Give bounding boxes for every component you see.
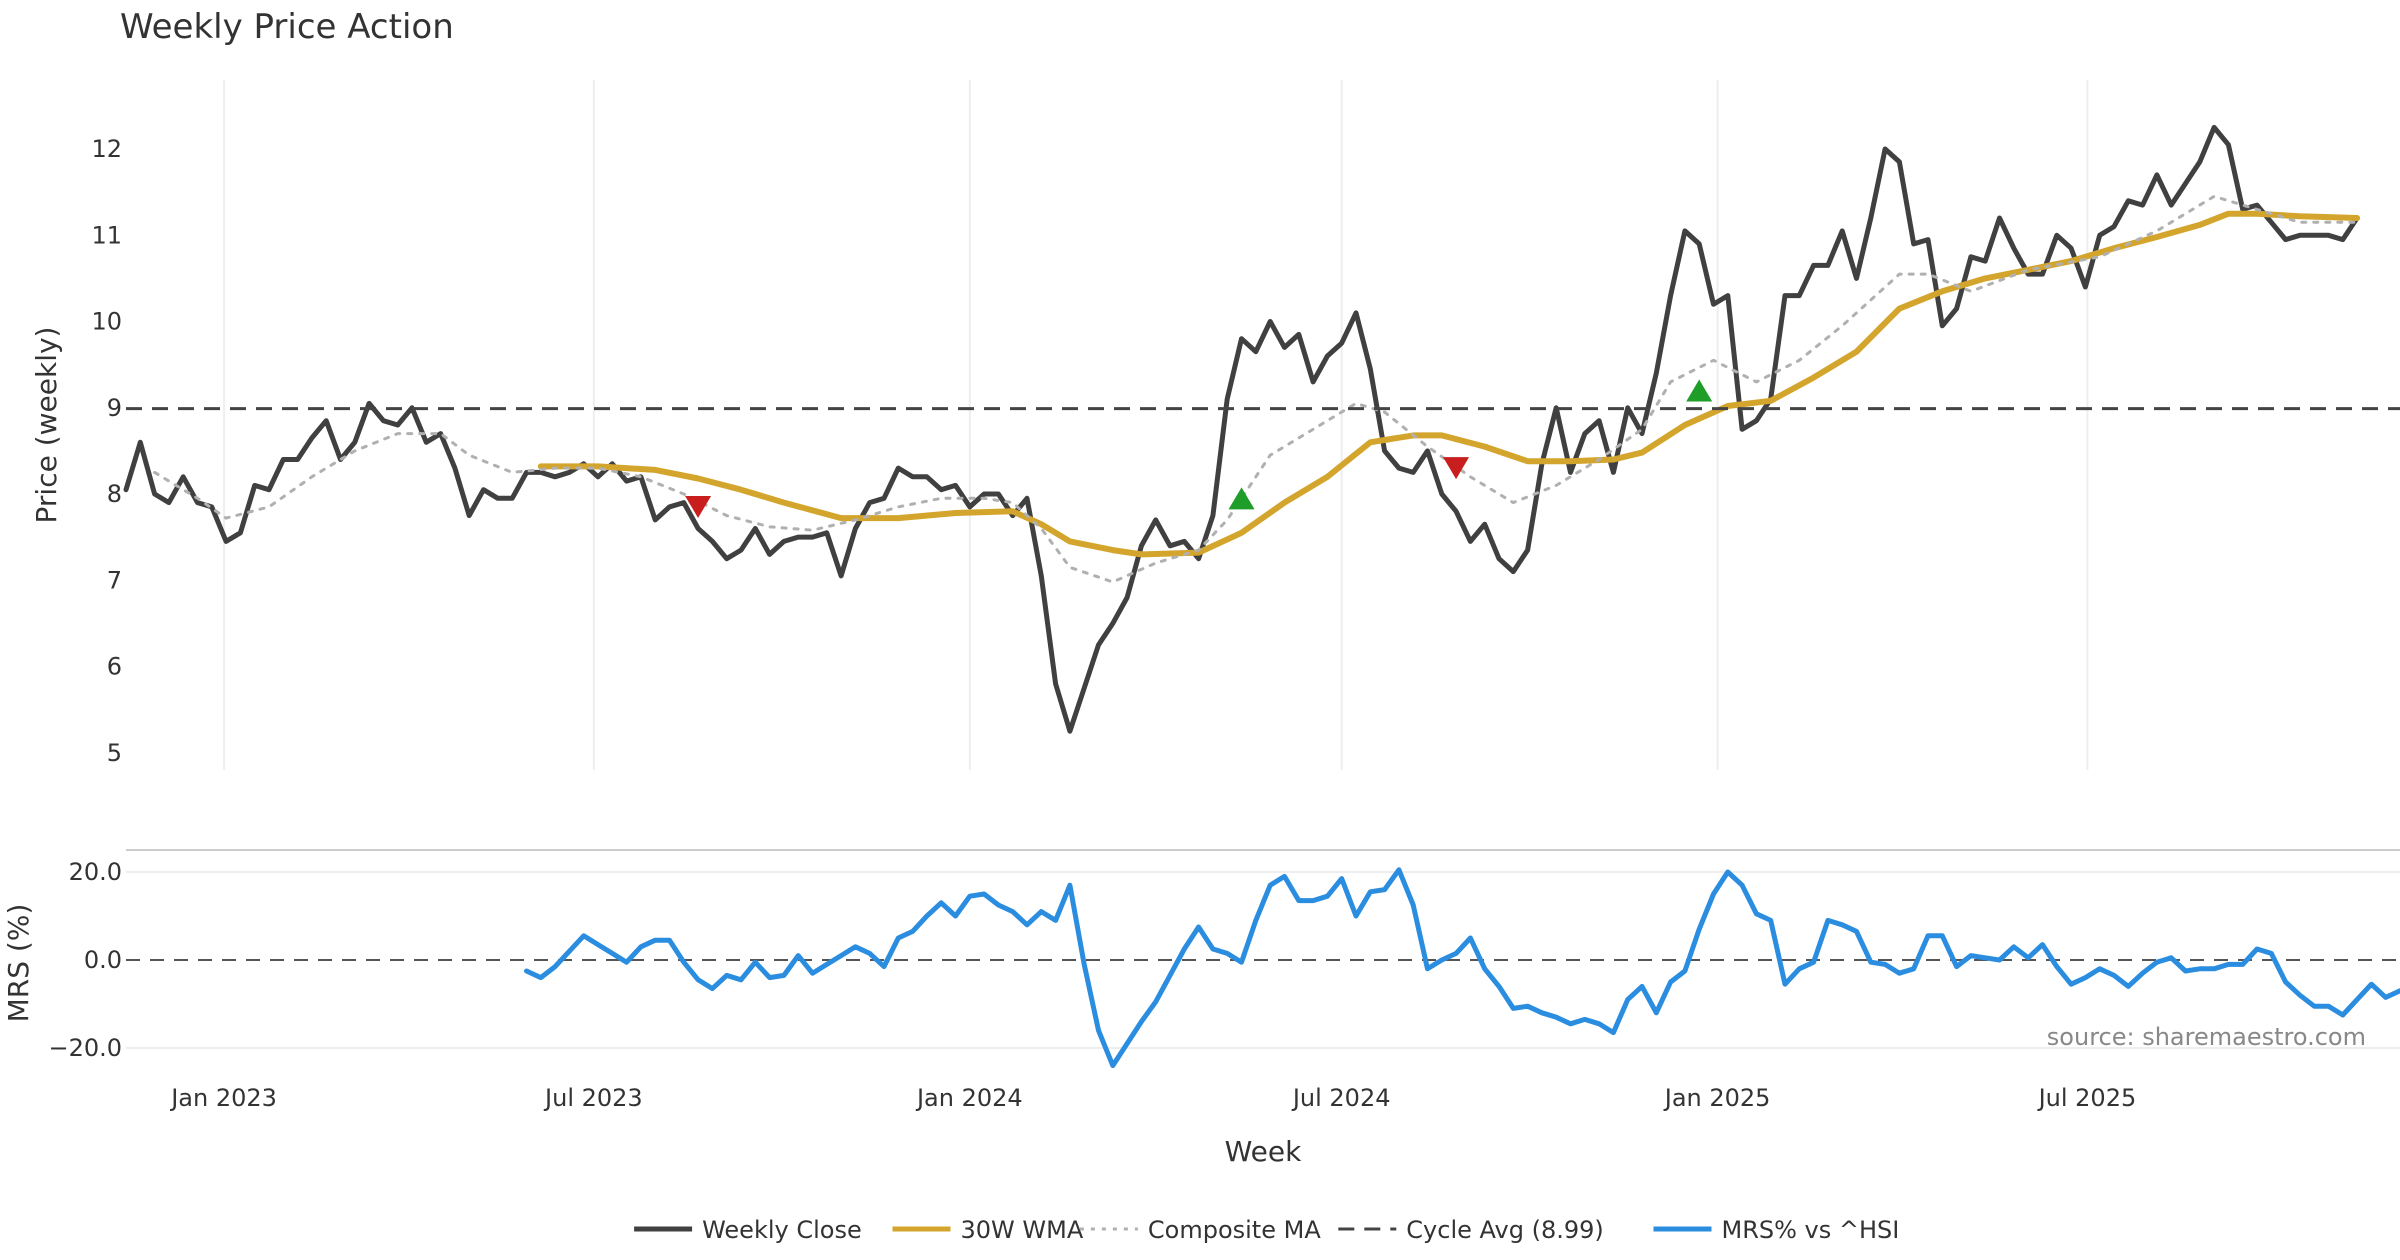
mrs-y-ticks: 20.0 0.0 −20.0	[48, 858, 122, 1062]
price-grid	[223, 80, 2089, 770]
sell-signal-marker	[685, 495, 712, 518]
mrs-line	[524, 867, 2400, 1069]
x-ticks: Jan 2023 Jul 2023 Jan 2024 Jul 2024 Jan 2025…	[169, 1084, 2136, 1112]
buy-signal-marker	[1686, 379, 1713, 402]
price-y-axis-label: Price (weekly)	[30, 327, 63, 524]
x-tick-label: Jul 2024	[1291, 1084, 1391, 1112]
mrs-y-tick-label: −20.0	[48, 1034, 122, 1062]
x-tick-label: Jan 2025	[1663, 1084, 1771, 1112]
legend-label: MRS% vs ^HSI	[1722, 1216, 1900, 1244]
legend-item-weekly-close: Weekly Close	[634, 1216, 862, 1244]
legend-label: Cycle Avg (8.99)	[1406, 1216, 1603, 1244]
legend-item-mrs-vs-hsi: MRS% vs ^HSI	[1653, 1216, 1900, 1244]
mrs-grid	[126, 871, 2400, 1049]
price-y-tick-label: 6	[107, 653, 122, 681]
price-y-tick-label: 12	[91, 135, 122, 163]
buy-signal-marker	[1228, 487, 1255, 510]
legend-item-30w-wma: 30W WMA	[892, 1216, 1084, 1244]
price-y-tick-label: 9	[107, 394, 122, 422]
price-y-tick-label: 7	[107, 566, 122, 594]
sell-signal-marker	[1443, 457, 1470, 480]
x-tick-label: Jul 2023	[543, 1084, 643, 1112]
price-y-tick-label: 11	[91, 221, 122, 249]
legend-label: Weekly Close	[702, 1216, 862, 1244]
composite-ma-line	[153, 194, 2359, 584]
price-y-tick-label: 8	[107, 480, 122, 508]
mrs-y-tick-label: 20.0	[69, 858, 122, 886]
chart-title: Weekly Price Action	[120, 7, 454, 47]
legend-item-composite-ma: Composite MA	[1079, 1216, 1321, 1244]
legend-label: 30W WMA	[961, 1216, 1084, 1244]
legend-label: Composite MA	[1148, 1216, 1321, 1244]
price-y-ticks: 5 6 7 8 9 10 11 12	[91, 135, 122, 767]
signal-markers	[685, 379, 1713, 518]
mrs-y-tick-label: 0.0	[84, 946, 122, 974]
price-y-tick-label: 10	[91, 308, 122, 336]
mrs-series	[524, 867, 2400, 1069]
price-y-tick-label: 5	[107, 739, 122, 767]
weekly-close-line	[123, 124, 2360, 734]
x-tick-label: Jan 2023	[169, 1084, 277, 1112]
x-tick-label: Jan 2024	[915, 1084, 1023, 1112]
price-series	[123, 124, 2400, 734]
source-annotation: source: sharemaestro.com	[2047, 1023, 2366, 1051]
x-axis-label: Week	[1225, 1135, 1302, 1168]
x-tick-label: Jul 2025	[2037, 1084, 2137, 1112]
legend: Weekly Close 30W WMA Composite MA Cycle Avg…	[634, 1216, 1899, 1244]
legend-item-cycle-avg-8-99: Cycle Avg (8.99)	[1338, 1216, 1604, 1244]
mrs-y-axis-label: MRS (%)	[2, 904, 35, 1023]
